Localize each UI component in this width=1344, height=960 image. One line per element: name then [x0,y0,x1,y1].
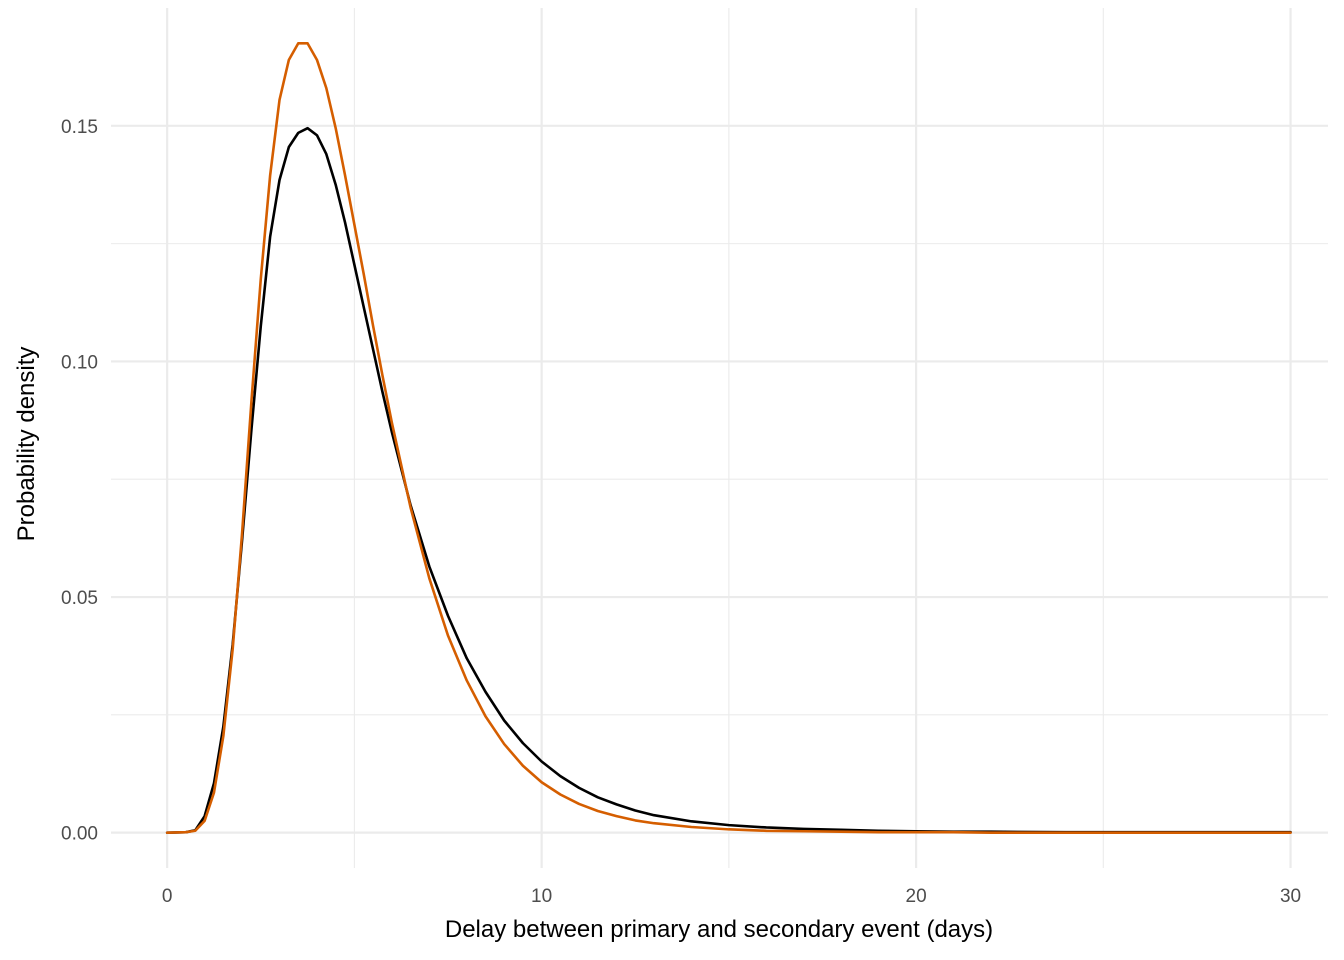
x-tick-label: 0 [162,886,173,907]
series-lines [165,42,1292,834]
y-tick-label: 0.00 [61,824,98,845]
x-tick-label: 20 [906,886,927,907]
x-axis-title: Delay between primary and secondary even… [445,916,993,943]
y-axis-tick-labels: 0.00 0.05 0.10 0.15 [61,117,98,845]
major-gridlines [111,8,1328,868]
y-tick-label: 0.10 [61,352,98,373]
x-tick-label: 10 [531,886,552,907]
series-line-1 [165,126,1292,834]
x-axis-tick-labels: 0 10 20 30 [162,886,1301,907]
y-axis-title: Probability density [13,347,40,542]
y-tick-label: 0.05 [61,588,98,609]
y-tick-label: 0.15 [61,117,98,138]
x-tick-label: 30 [1280,886,1301,907]
minor-gridlines [111,8,1328,868]
series-line-2 [165,42,1292,834]
